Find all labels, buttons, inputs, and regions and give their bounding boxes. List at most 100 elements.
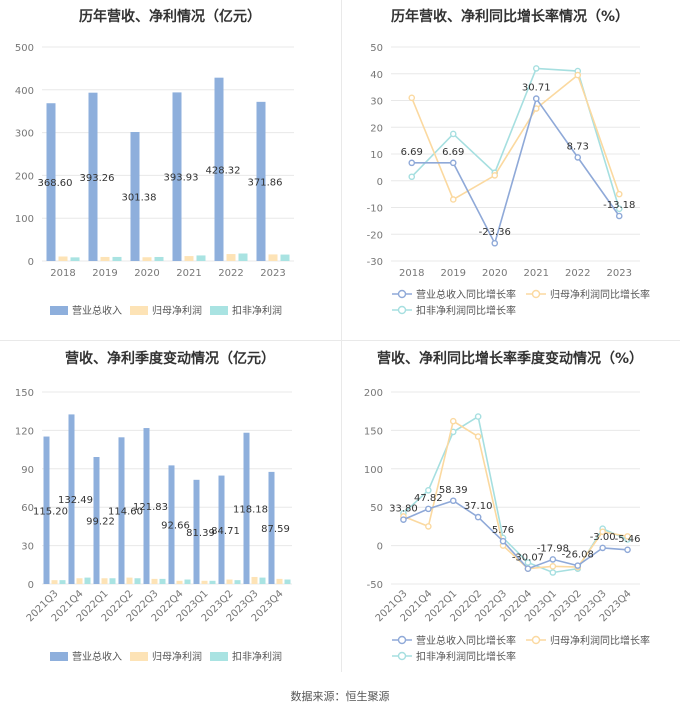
y-tick-label: 300 [15, 129, 34, 140]
point-归母净利润同比增长率 [615, 190, 623, 198]
y-tick-label: 100 [364, 465, 383, 476]
legend-marker [397, 635, 407, 645]
data-label: -23.36 [479, 227, 511, 238]
y-tick-label: 0 [28, 580, 34, 591]
bar-扣非净利润 [209, 580, 216, 584]
bar-扣非净利润 [70, 257, 80, 261]
data-label: 393.93 [164, 173, 199, 184]
point-扣非净利润同比增长率 [549, 569, 557, 576]
data-label: -3.00 [590, 532, 616, 543]
y-tick-label: 0 [377, 177, 383, 188]
point-营业总收入同比增长率 [449, 159, 457, 167]
legend-marker [397, 305, 407, 315]
bar-扣非净利润 [154, 256, 164, 261]
bar-归母净利润 [100, 256, 110, 261]
point-营业总收入同比增长率 [549, 556, 557, 563]
point-营业总收入同比增长率 [624, 546, 631, 554]
chart-title-annual-line: 历年营收、净利同比增长率情况（%） [390, 9, 630, 25]
bar-归母净利润 [151, 578, 158, 584]
legend-swatch [50, 306, 68, 315]
horizontal-divider [0, 340, 680, 341]
point-营业总收入同比增长率 [474, 513, 482, 521]
line-扣非净利润同比增长率 [411, 67, 621, 210]
bar-归母净利润 [51, 580, 58, 584]
legend-marker [531, 635, 541, 645]
legend-label: 扣非净利润 [232, 304, 282, 317]
data-label: 428.32 [206, 165, 241, 176]
y-tick-label: 400 [15, 86, 34, 97]
point-归母净利润同比增长率 [491, 172, 499, 179]
y-tick-label: 0 [28, 257, 34, 268]
y-tick-label: 150 [15, 388, 34, 399]
bar-营业总收入 [88, 92, 98, 261]
bar-扣非净利润 [84, 577, 91, 584]
bar-营业总收入 [243, 432, 250, 584]
y-tick-label: -30 [367, 257, 383, 268]
bar-归母净利润 [251, 576, 258, 584]
y-tick-label: 50 [370, 503, 383, 514]
point-归母净利润同比增长率 [549, 563, 557, 570]
x-tick-label: 2019 [92, 268, 117, 279]
data-label: 371.86 [248, 177, 283, 188]
bar-营业总收入 [93, 456, 100, 584]
y-tick-label: 150 [364, 426, 383, 437]
data-label: 115.20 [33, 506, 68, 517]
y-tick-label: -10 [367, 204, 383, 215]
point-归母净利润同比增长率 [624, 533, 631, 540]
x-tick-label: 2018 [399, 268, 424, 279]
bar-扣非净利润 [109, 578, 116, 584]
bar-营业总收入 [268, 471, 275, 584]
data-label: -26.08 [562, 550, 594, 561]
x-tick-label: 2023 [260, 268, 285, 279]
bar-归母净利润 [226, 579, 233, 584]
chart-title-quarterly-line: 营收、净利同比增长率季度变动情况（%） [376, 351, 644, 367]
legend-label: 归母净利润同比增长率 [550, 634, 650, 647]
y-tick-label: 10 [370, 150, 383, 161]
point-扣非净利润同比增长率 [449, 130, 457, 138]
data-label: 33.80 [389, 504, 418, 515]
point-营业总收入同比增长率 [425, 505, 432, 513]
bar-扣非净利润 [238, 253, 248, 261]
legend-swatch [210, 306, 228, 315]
bar-扣非净利润 [234, 580, 241, 584]
x-tick-label: 2019 [441, 268, 466, 279]
x-tick-label: 2023 [607, 268, 632, 279]
point-营业总收入同比增长率 [491, 239, 499, 247]
point-营业总收入同比增长率 [400, 516, 407, 523]
bar-归母净利润 [176, 580, 183, 584]
annual-revenue-bar-chart: 0 100 200 300 400 500 2018 2019 2020 2021 2022 2023… [15, 43, 294, 317]
bar-扣非净利润 [196, 255, 206, 261]
y-tick-label: 0 [377, 542, 383, 553]
bar-营业总收入 [46, 103, 56, 261]
point-归母净利润同比增长率 [449, 417, 457, 425]
point-归母净利润同比增长率 [574, 71, 582, 79]
legend-label: 扣非净利润同比增长率 [416, 650, 516, 663]
bar-归母净利润 [76, 578, 83, 584]
bar-归母净利润 [201, 580, 208, 584]
point-营业总收入同比增长率 [599, 544, 606, 552]
point-营业总收入同比增长率 [615, 212, 623, 220]
point-归母净利润同比增长率 [474, 433, 482, 440]
x-tick-label: 2020 [482, 268, 507, 279]
legend-swatch [130, 652, 148, 661]
data-label: 99.22 [86, 516, 115, 527]
point-扣非净利润同比增长率 [474, 413, 482, 420]
bar-归母净利润 [276, 578, 283, 584]
data-label: 6.69 [401, 147, 423, 158]
bar-扣非净利润 [159, 578, 166, 584]
data-label: -17.98 [537, 543, 569, 554]
y-tick-label: -50 [367, 580, 383, 591]
point-营业总收入同比增长率 [574, 154, 582, 161]
bar-营业总收入 [256, 101, 266, 261]
data-label: 84.71 [211, 526, 240, 537]
data-label: 5.76 [492, 525, 514, 536]
y-tick-label: 500 [15, 43, 34, 54]
line-营业总收入同比增长率 [403, 499, 628, 570]
legend-label: 营业总收入同比增长率 [416, 288, 516, 301]
bar-营业总收入 [214, 77, 224, 261]
data-label: 81.39 [186, 528, 215, 539]
legend-label: 归母净利润 [152, 650, 202, 663]
legend-label: 归母净利润 [152, 304, 202, 317]
data-label: -30.07 [512, 553, 544, 564]
data-label: 301.38 [122, 193, 157, 204]
